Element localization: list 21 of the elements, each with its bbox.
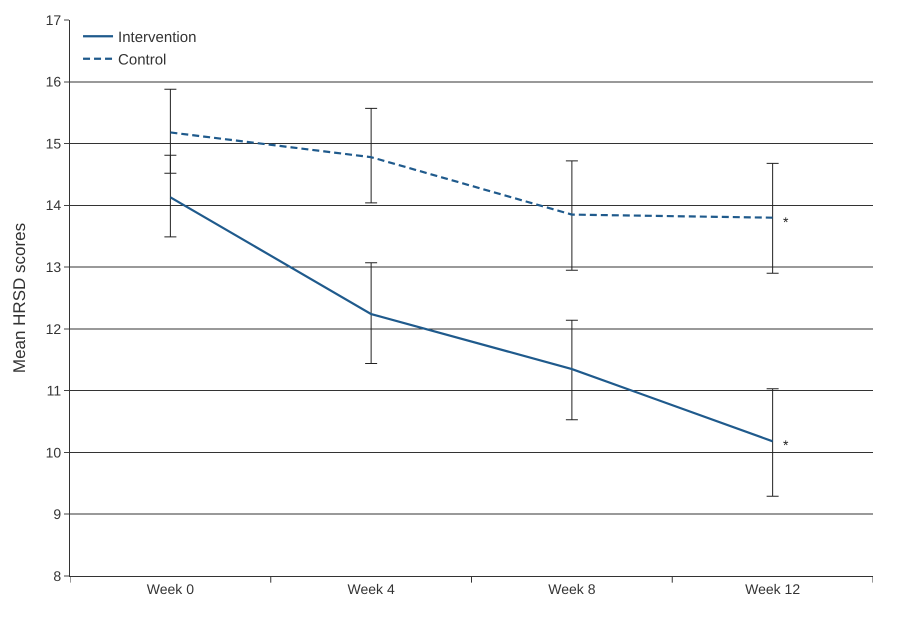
x-tick-label: Week 4	[348, 580, 395, 597]
x-tick-label: Week 12	[745, 580, 800, 597]
legend-label: Intervention	[118, 29, 196, 46]
y-tick-label: 10	[46, 444, 62, 460]
annotation: *	[783, 437, 789, 453]
annotation: *	[783, 214, 789, 230]
y-tick-label: 11	[46, 382, 62, 399]
line-series	[169, 131, 774, 219]
x-tick-label: Week 0	[146, 580, 194, 597]
y-tick-label: 8	[53, 568, 62, 584]
legend-label: Control	[118, 52, 166, 69]
y-tick-label: 13	[46, 259, 62, 276]
y-tick-label: 9	[53, 506, 62, 522]
y-tick-label: 16	[46, 74, 62, 90]
x-tick-label: Week 8	[548, 580, 596, 597]
y-tick-label: 17	[46, 12, 62, 28]
y-tick-label: 15	[46, 135, 62, 152]
y-tick-label: 12	[46, 320, 62, 337]
y-tick-label: 14	[46, 197, 62, 214]
line-series	[169, 196, 774, 442]
y-axis-title: Mean HRSD scores	[10, 222, 30, 374]
